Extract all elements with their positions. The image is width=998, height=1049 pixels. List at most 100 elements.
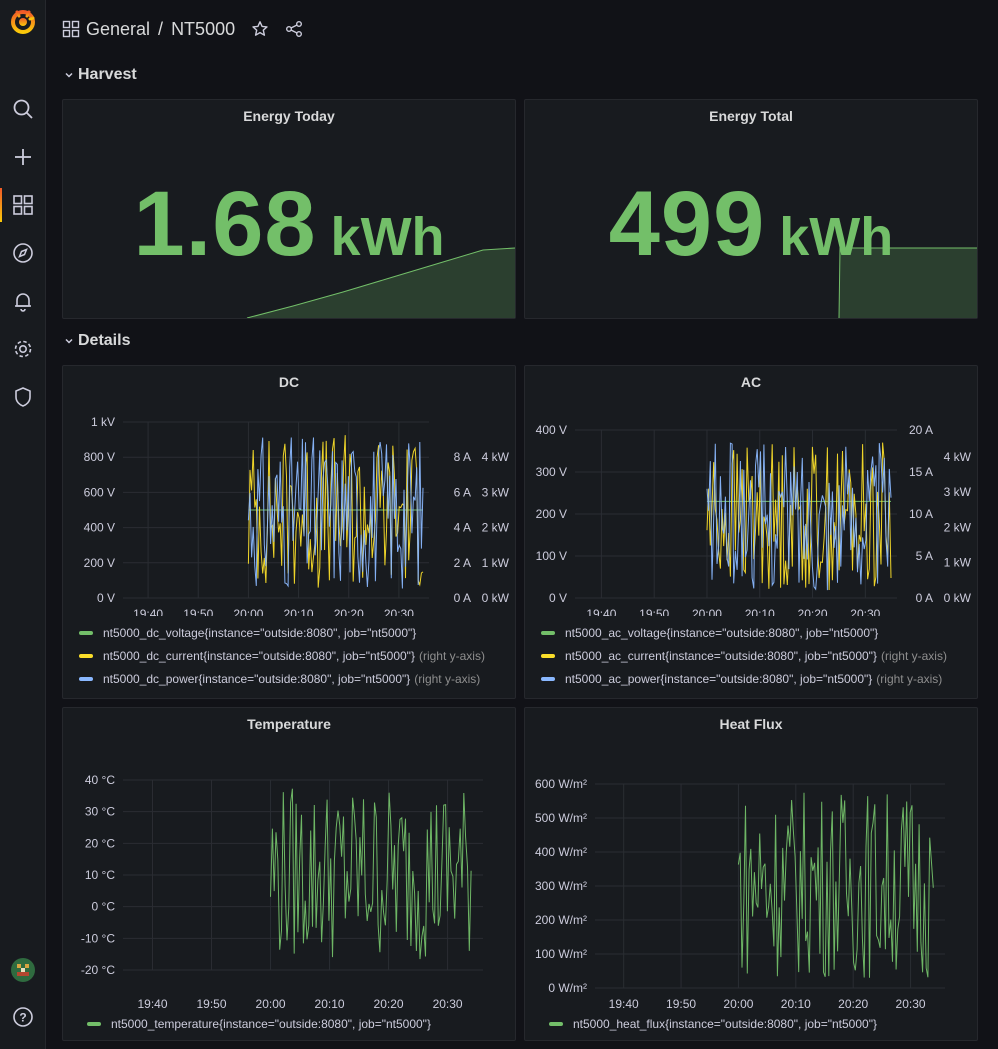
x-tick-label: 20:00 <box>233 607 263 616</box>
legend-item[interactable]: nt5000_dc_voltage{instance="outside:8080… <box>79 621 485 644</box>
right-y-tick-label: 0 A <box>916 591 933 605</box>
x-tick-label: 19:50 <box>197 997 227 1011</box>
panel-title: AC <box>740 374 762 390</box>
legend-axis-note: (right y-axis) <box>876 671 943 686</box>
y-tick-label: 800 V <box>84 450 115 464</box>
chevron-down-icon <box>64 336 74 346</box>
right-y-tick-label: 3 kW <box>944 485 972 499</box>
y-tick-label: 100 V <box>536 549 567 563</box>
right-y-tick-label: 2 kW <box>944 520 972 534</box>
legend-item[interactable]: nt5000_ac_voltage{instance="outside:8080… <box>541 621 947 644</box>
right-y-tick-label: 0 A <box>454 591 471 605</box>
right-y-tick-label: 15 A <box>909 465 933 479</box>
sparkline <box>246 247 515 318</box>
breadcrumb-folder[interactable]: General <box>86 18 151 39</box>
legend-axis-note: (right y-axis) <box>418 648 485 663</box>
dc-chart: 0 V 200 V 400 V 600 V 800 V 1 kV 19:40 19:50 20:… <box>84 415 510 616</box>
breadcrumb-separator: / <box>158 18 164 39</box>
y-tick-label: 300 W/m² <box>535 879 587 893</box>
bell-icon[interactable] <box>0 284 45 318</box>
star-icon[interactable] <box>251 20 269 38</box>
plus-icon[interactable] <box>0 140 45 174</box>
stat-unit: kWh <box>330 207 445 267</box>
legend-item[interactable]: nt5000_heat_flux{instance="outside:8080"… <box>541 1012 877 1035</box>
panel-title: Heat Flux <box>719 716 783 732</box>
panel-energy-total[interactable]: Energy Total 499 kWh <box>524 99 978 319</box>
grafana-logo-icon[interactable] <box>0 4 45 38</box>
legend-label: nt5000_ac_voltage{instance="outside:8080… <box>565 625 879 640</box>
row-harvest[interactable]: Harvest <box>64 66 137 84</box>
chevron-down-icon <box>64 70 74 80</box>
series-line <box>706 442 892 591</box>
right-y-tick-label: 20 A <box>909 423 933 437</box>
help-icon[interactable]: ? <box>0 1000 45 1034</box>
legend-swatch <box>79 653 93 658</box>
compass-icon[interactable] <box>0 236 45 270</box>
panel-title: Temperature <box>247 716 331 732</box>
y-tick-label: 10 °C <box>85 868 115 882</box>
x-tick-label: 20:00 <box>692 607 722 616</box>
right-y-tick-label: 0 kW <box>482 591 510 605</box>
stat-value: 1.68 kWh <box>63 172 515 277</box>
ac-chart: 0 V 100 V 200 V 300 V 400 V 19:40 19:50 20:00 20… <box>536 423 972 616</box>
stat-number: 1.68 <box>133 173 317 275</box>
right-y-tick-label: 2 A <box>454 556 471 570</box>
legend-item[interactable]: nt5000_temperature{instance="outside:808… <box>79 1012 431 1035</box>
gear-icon[interactable] <box>0 332 45 366</box>
panel-heat-flux[interactable]: Heat Flux 0 W/m² 100 W/m² 200 W/m² 300 W/m²… <box>524 707 978 1041</box>
y-tick-label: 20 °C <box>85 836 115 850</box>
legend-label: nt5000_ac_power{instance="outside:8080",… <box>565 671 873 686</box>
legend: nt5000_ac_voltage{instance="outside:8080… <box>541 621 947 690</box>
panel-title: DC <box>278 374 300 390</box>
x-tick-label: 20:00 <box>256 997 286 1011</box>
y-tick-label: 400 W/m² <box>535 845 587 859</box>
y-tick-label: 600 W/m² <box>535 777 587 791</box>
sparkline <box>838 247 977 318</box>
share-icon[interactable] <box>285 20 303 38</box>
x-tick-label: 20:30 <box>850 607 880 616</box>
right-y-tick-label: 4 kW <box>482 450 510 464</box>
svg-text:?: ? <box>19 1011 26 1025</box>
legend-label: nt5000_dc_voltage{instance="outside:8080… <box>103 625 417 640</box>
legend-swatch <box>541 653 555 658</box>
x-tick-label: 19:50 <box>666 997 696 1011</box>
sidebar: ? <box>0 0 46 1049</box>
legend-item[interactable]: nt5000_dc_power{instance="outside:8080",… <box>79 667 485 690</box>
y-tick-label: 500 W/m² <box>535 811 587 825</box>
right-y-tick-label: 1 kW <box>482 556 510 570</box>
x-tick-label: 20:30 <box>433 997 463 1011</box>
right-y-tick-label: 5 A <box>916 549 933 563</box>
avatar[interactable] <box>0 953 45 987</box>
legend-label: nt5000_temperature{instance="outside:808… <box>111 1016 431 1031</box>
legend-swatch <box>79 676 93 681</box>
y-tick-label: -10 °C <box>81 931 115 945</box>
dashboards-icon[interactable] <box>0 188 45 222</box>
y-tick-label: 600 V <box>84 485 115 499</box>
x-tick-label: 19:40 <box>609 997 639 1011</box>
legend-label: nt5000_heat_flux{instance="outside:8080"… <box>573 1016 877 1031</box>
shield-icon[interactable] <box>0 380 45 414</box>
temperature-chart: -20 °C -10 °C 0 °C 10 °C 20 °C 30 °C 40 °C 19:4… <box>81 773 483 1011</box>
series-line <box>270 788 472 960</box>
search-icon[interactable] <box>0 92 45 126</box>
y-tick-label: 200 W/m² <box>535 913 587 927</box>
y-tick-label: 1 kV <box>91 415 115 429</box>
y-tick-label: 0 V <box>97 591 115 605</box>
right-y-tick-label: 2 kW <box>482 521 510 535</box>
legend-item[interactable]: nt5000_dc_current{instance="outside:8080… <box>79 644 485 667</box>
right-y-tick-label: 8 A <box>454 450 471 464</box>
panel-energy-today[interactable]: Energy Today 1.68 kWh <box>62 99 516 319</box>
panel-temperature[interactable]: Temperature -20 °C -10 °C 0 °C 10 °C 20 °C 30… <box>62 707 516 1041</box>
y-tick-label: 300 V <box>536 465 567 479</box>
row-details[interactable]: Details <box>64 332 130 350</box>
x-tick-label: 19:40 <box>133 607 163 616</box>
panel-dc[interactable]: DC 0 V 200 V 400 V 600 V 800 V 1 kV 19:40 19:50… <box>62 365 516 699</box>
breadcrumb-dashboard[interactable]: NT5000 <box>171 18 236 39</box>
legend-item[interactable]: nt5000_ac_current{instance="outside:8080… <box>541 644 947 667</box>
panel-ac[interactable]: AC 0 V 100 V 200 V 300 V 400 V 19:40 19:50 20:0… <box>524 365 978 699</box>
legend-swatch <box>549 1021 563 1026</box>
right-y-tick-label: 3 kW <box>482 485 510 499</box>
legend-item[interactable]: nt5000_ac_power{instance="outside:8080",… <box>541 667 947 690</box>
legend-label: nt5000_ac_current{instance="outside:8080… <box>565 648 877 663</box>
right-y-tick-label: 4 A <box>454 521 471 535</box>
